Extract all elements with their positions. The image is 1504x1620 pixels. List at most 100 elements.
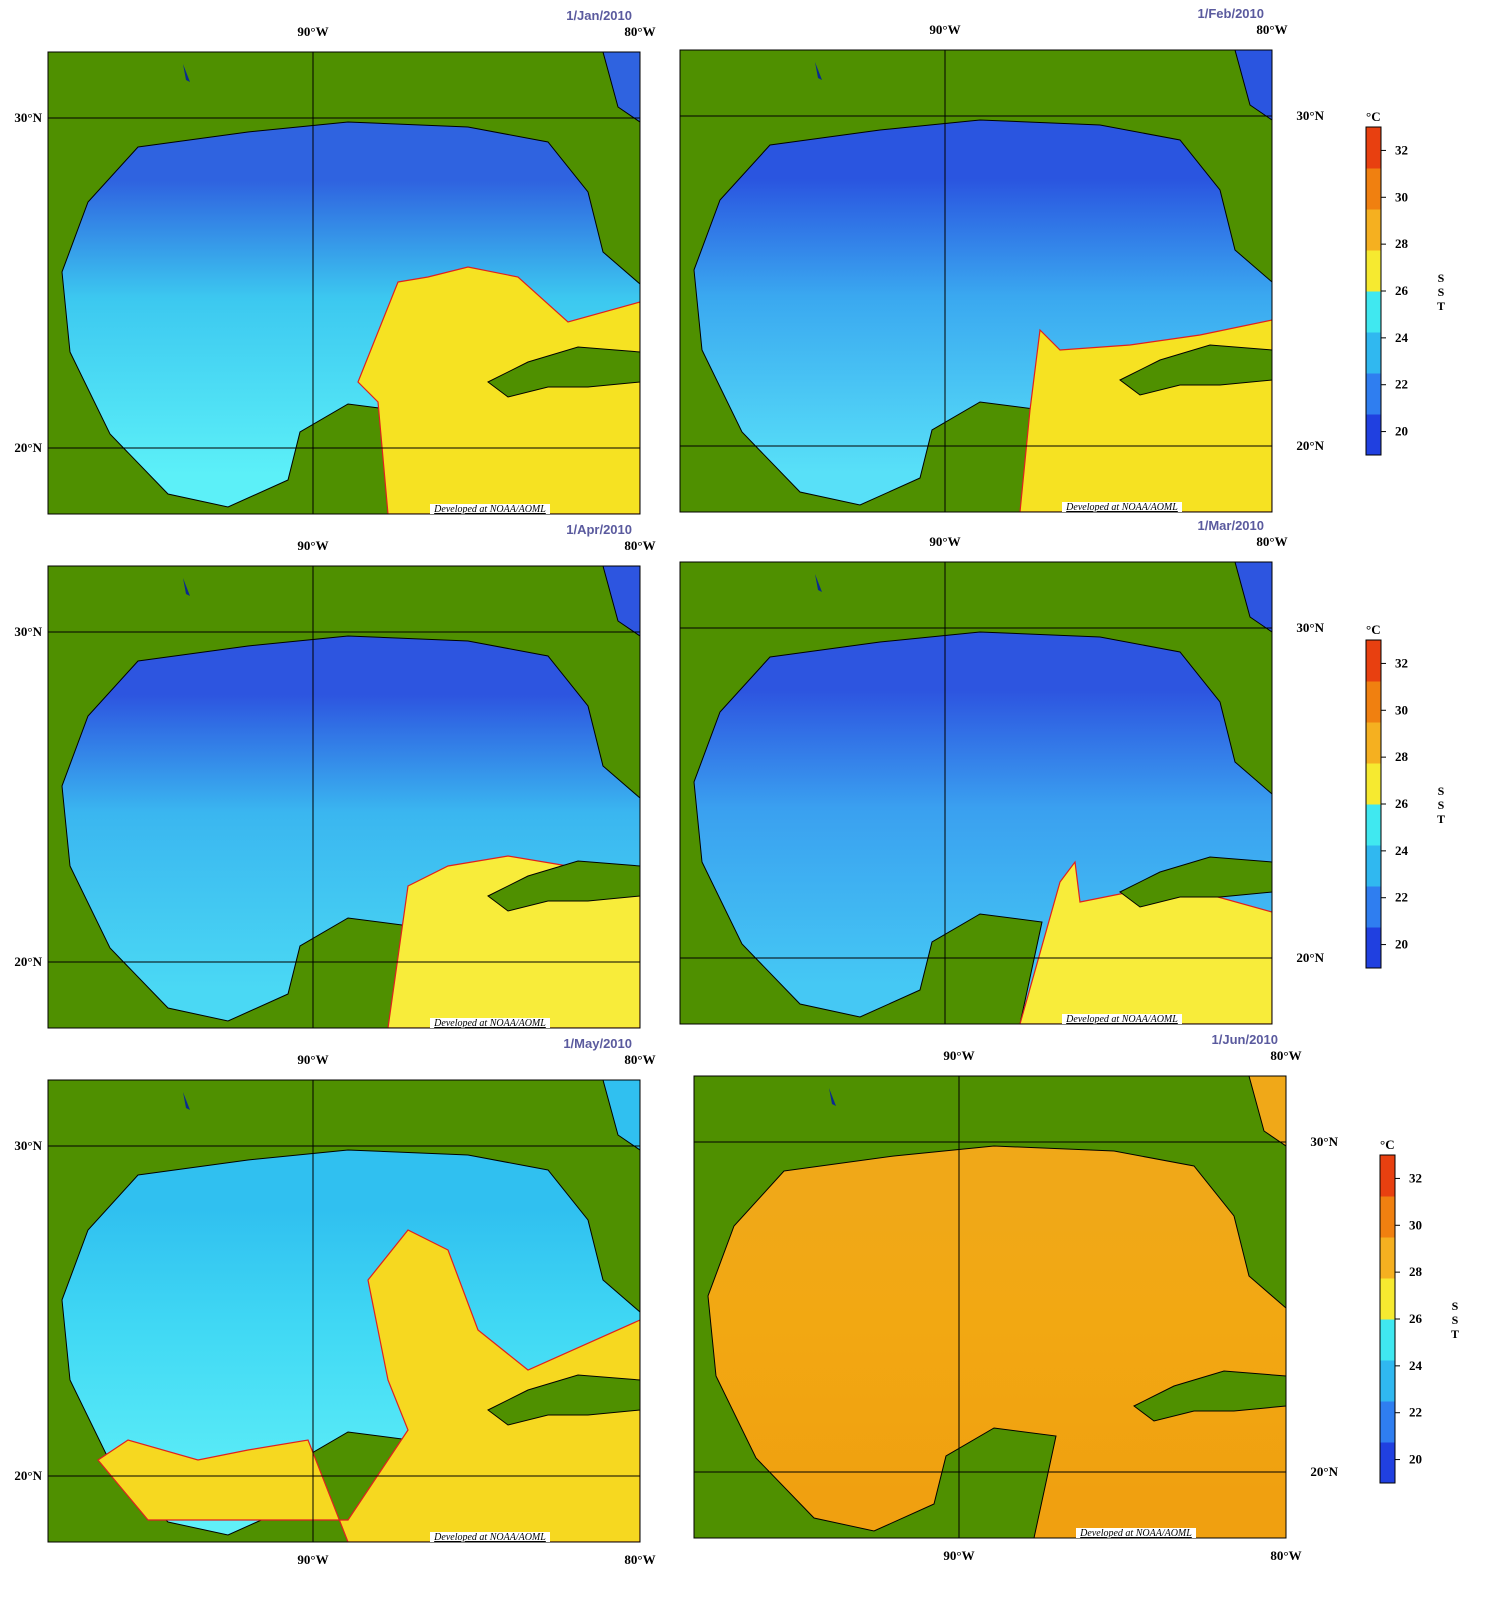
colorbar-tick-label: 26 xyxy=(1409,1311,1423,1326)
lon-label: 80°W xyxy=(1270,1548,1301,1563)
colorbar-tick-label: 22 xyxy=(1409,1405,1422,1420)
sst-figure: Developed at NOAA/AOML 1/Jan/2010 90°W 80°W… xyxy=(0,0,1504,1620)
lat-label: 30°N xyxy=(1296,620,1324,635)
colorbar-unit: °C xyxy=(1366,109,1381,124)
lat-label: 20°N xyxy=(1310,1464,1338,1479)
lon-label: 90°W xyxy=(297,24,328,39)
colorbar-segment xyxy=(1366,722,1381,764)
colorbar-segment xyxy=(1366,845,1381,887)
lat-label: 30°N xyxy=(1310,1134,1338,1149)
lat-label: 30°N xyxy=(14,1138,42,1153)
map-body xyxy=(48,566,640,1028)
date: 1/Jan/2010 xyxy=(566,8,632,23)
colorbar-segment xyxy=(1380,1196,1395,1238)
colorbar-tick-label: 30 xyxy=(1395,189,1408,204)
colorbar-tick-label: 20 xyxy=(1395,424,1408,439)
colorbar-segment xyxy=(1366,332,1381,374)
colorbar-segment xyxy=(1380,1319,1395,1361)
colorbar-segment xyxy=(1366,886,1381,928)
credit: Developed at NOAA/AOML xyxy=(433,1532,546,1543)
colorbar-tick-label: 26 xyxy=(1395,283,1409,298)
colorbar-segment xyxy=(1380,1155,1395,1197)
map-body xyxy=(48,52,640,514)
colorbar-tick-label: 26 xyxy=(1395,796,1409,811)
colorbar-label: SST xyxy=(1434,784,1448,826)
lat-label: 20°N xyxy=(1296,950,1324,965)
credit: Developed at NOAA/AOML xyxy=(1079,1528,1192,1539)
colorbar-tick-label: 32 xyxy=(1395,655,1408,670)
lon-label: 80°W xyxy=(624,538,655,553)
map-panel: Developed at NOAA/AOML 1/Feb/2010 90°W 80°W… xyxy=(680,6,1325,513)
colorbar-tick-label: 20 xyxy=(1409,1452,1422,1467)
colorbar-unit: °C xyxy=(1380,1137,1395,1152)
colorbar-segment xyxy=(1366,927,1381,969)
lon-label: 90°W xyxy=(297,1052,328,1067)
lon-label: 90°W xyxy=(297,1552,328,1567)
map-body xyxy=(680,50,1272,512)
colorbar-tick-label: 30 xyxy=(1395,702,1408,717)
colorbar-label: SST xyxy=(1434,271,1448,313)
colorbar-segment xyxy=(1366,127,1381,169)
colorbar-segment xyxy=(1380,1401,1395,1443)
colorbar-tick-label: 24 xyxy=(1409,1358,1423,1373)
lon-label: 90°W xyxy=(929,534,960,549)
lon-label: 80°W xyxy=(1256,22,1287,37)
lon-label: 80°W xyxy=(1270,1048,1301,1063)
colorbar-segment xyxy=(1366,373,1381,415)
credit: Developed at NOAA/AOML xyxy=(1065,502,1178,513)
lat-label: 20°N xyxy=(14,440,42,455)
colorbar-segment xyxy=(1366,763,1381,805)
colorbar-tick-label: 28 xyxy=(1409,1264,1423,1279)
colorbar-tick-label: 20 xyxy=(1395,937,1408,952)
lat-label: 30°N xyxy=(1296,108,1324,123)
map-panel: Developed at NOAA/AOML 1/Jun/2010 90°W 90°W… xyxy=(694,1032,1339,1563)
date: 1/Apr/2010 xyxy=(566,522,632,537)
colorbar-segment xyxy=(1366,209,1381,251)
colorbar-tick-label: 32 xyxy=(1395,142,1408,157)
colorbar-label: SST xyxy=(1448,1299,1462,1341)
colorbar-tick-label: 28 xyxy=(1395,749,1409,764)
colorbar-segment xyxy=(1380,1278,1395,1320)
colorbar-segment xyxy=(1380,1360,1395,1402)
colorbar-tick-label: 24 xyxy=(1395,843,1409,858)
date: 1/Mar/2010 xyxy=(1198,518,1265,533)
lat-label: 20°N xyxy=(14,954,42,969)
lat-label: 30°N xyxy=(14,624,42,639)
colorbar: 20222426283032°CSST xyxy=(1366,109,1448,456)
colorbar-tick-label: 32 xyxy=(1409,1170,1422,1185)
lat-label: 20°N xyxy=(14,1468,42,1483)
lon-label: 80°W xyxy=(624,24,655,39)
map-body xyxy=(694,1076,1286,1538)
colorbar-segment xyxy=(1366,804,1381,846)
map-panel: Developed at NOAA/AOML 1/Mar/2010 90°W 80°W… xyxy=(680,518,1325,1025)
colorbar-tick-label: 24 xyxy=(1395,330,1409,345)
date: 1/Jun/2010 xyxy=(1212,1032,1279,1047)
colorbar-segment xyxy=(1380,1442,1395,1484)
lon-label: 80°W xyxy=(1256,534,1287,549)
colorbar-segment xyxy=(1366,414,1381,456)
map-panel: Developed at NOAA/AOML 1/May/2010 90°W 90°W… xyxy=(14,1036,655,1567)
lon-label: 80°W xyxy=(624,1052,655,1067)
credit: Developed at NOAA/AOML xyxy=(1065,1014,1178,1025)
credit: Developed at NOAA/AOML xyxy=(433,504,546,515)
date: 1/Feb/2010 xyxy=(1198,6,1265,21)
colorbar-segment xyxy=(1366,640,1381,682)
colorbar-tick-label: 28 xyxy=(1395,236,1409,251)
lon-label: 90°W xyxy=(929,22,960,37)
lon-label: 80°W xyxy=(624,1552,655,1567)
map-panel: Developed at NOAA/AOML 1/Jan/2010 90°W 80°W… xyxy=(14,8,655,515)
lon-label: 90°W xyxy=(943,1048,974,1063)
date: 1/May/2010 xyxy=(563,1036,632,1051)
lon-label: 90°W xyxy=(943,1548,974,1563)
lat-label: 20°N xyxy=(1296,438,1324,453)
colorbar-segment xyxy=(1366,250,1381,292)
colorbar-segment xyxy=(1366,681,1381,723)
colorbar-segment xyxy=(1366,291,1381,333)
map-body xyxy=(680,562,1272,1024)
colorbar-segment xyxy=(1366,168,1381,210)
colorbar-unit: °C xyxy=(1366,622,1381,637)
lat-label: 30°N xyxy=(14,110,42,125)
